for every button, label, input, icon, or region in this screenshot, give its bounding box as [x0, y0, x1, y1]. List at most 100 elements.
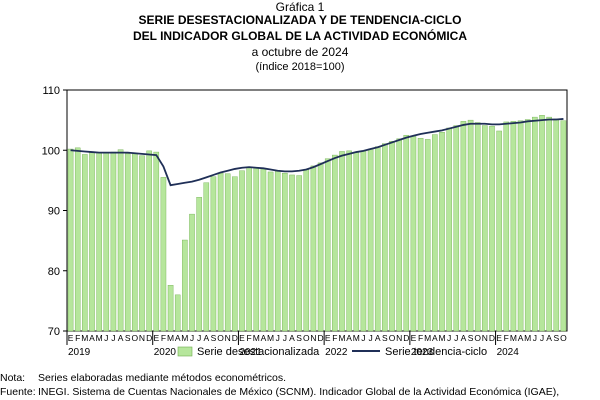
note-label: Nota:	[0, 372, 26, 384]
bar	[317, 162, 324, 332]
x-month-label: O	[474, 333, 481, 343]
source-text: INEGI. Sistema de Cuentas Nacionales de …	[38, 386, 560, 398]
x-month-label: D	[489, 333, 495, 343]
footer-source: Fuente: INEGI. Sistema de Cuentas Naciona…	[0, 386, 559, 398]
bar	[539, 115, 545, 332]
bar	[274, 171, 281, 332]
bar	[196, 197, 202, 332]
bar	[260, 168, 267, 332]
x-month-label: S	[211, 333, 217, 343]
bar	[174, 294, 181, 332]
x-month-label: J	[454, 333, 458, 343]
x-month-label: N	[139, 333, 145, 343]
x-month-label: J	[197, 333, 201, 343]
x-month-label: D	[403, 333, 409, 343]
bar	[82, 154, 88, 332]
bar	[203, 182, 210, 332]
bar	[374, 146, 381, 332]
bar	[503, 121, 510, 332]
bar	[67, 148, 74, 332]
x-year-label: 2019	[68, 347, 91, 358]
note-text: Series elaboradas mediante métodos econo…	[38, 372, 287, 384]
figure-label: Gráfica 1	[275, 0, 325, 14]
chart-title-line1: SERIE DESESTACIONALIZADA Y DE TENDENCIA-…	[138, 13, 462, 27]
x-month-label: M	[524, 333, 531, 343]
bar	[446, 127, 452, 332]
bar	[332, 154, 338, 332]
bar	[396, 138, 402, 332]
bar	[367, 148, 374, 332]
y-tick-label: 90	[48, 206, 60, 218]
x-month-label: S	[553, 333, 559, 343]
bar	[389, 141, 395, 332]
x-month-label: A	[461, 333, 467, 343]
bar	[217, 172, 224, 332]
x-month-label: M	[438, 333, 445, 343]
bar	[324, 158, 331, 332]
x-month-label: A	[261, 333, 267, 343]
bar	[267, 171, 274, 332]
legend-label-line: Serie tendencia-ciclo	[385, 346, 487, 358]
x-month-label: J	[533, 333, 537, 343]
bar	[110, 151, 117, 332]
y-tick-label: 110	[42, 85, 60, 97]
bar	[224, 173, 231, 332]
x-month-label: E	[325, 333, 331, 343]
bar	[496, 130, 502, 332]
x-year-label: 2023	[411, 347, 434, 358]
bar	[89, 152, 95, 332]
y-tick-label: 80	[48, 266, 60, 278]
bar	[153, 151, 160, 332]
x-month-label: N	[396, 333, 402, 343]
x-month-label: A	[175, 333, 181, 343]
x-year-label: 2020	[154, 347, 177, 358]
bar	[132, 153, 138, 332]
x-month-label: F	[332, 333, 337, 343]
x-month-label: J	[368, 333, 372, 343]
x-month-label: D	[318, 333, 324, 343]
x-month-label: N	[482, 333, 488, 343]
bar	[524, 119, 531, 332]
x-month-label: F	[161, 333, 166, 343]
y-tick-label: 70	[48, 326, 60, 338]
bar	[232, 176, 238, 332]
footer-note: Nota: Series elaboradas mediante métodos …	[0, 372, 286, 384]
bar	[289, 174, 295, 332]
x-month-label: J	[361, 333, 365, 343]
bar	[210, 176, 217, 332]
chart-unit-note: (índice 2018=100)	[255, 61, 345, 73]
x-month-label: M	[167, 333, 174, 343]
bar	[353, 151, 360, 332]
x-month-label: E	[239, 333, 245, 343]
bar	[532, 116, 538, 332]
x-month-label: M	[510, 333, 517, 343]
bar	[360, 150, 367, 332]
bar	[146, 150, 152, 332]
x-month-label: M	[81, 333, 88, 343]
y-tick-label: 100	[42, 145, 60, 157]
x-month-label: J	[276, 333, 280, 343]
bar	[510, 121, 517, 332]
x-month-label: S	[468, 333, 474, 343]
bar	[346, 150, 352, 332]
x-month-label: J	[104, 333, 108, 343]
x-month-label: N	[225, 333, 231, 343]
x-month-label: A	[118, 333, 124, 343]
bar	[474, 122, 481, 332]
bar	[117, 149, 124, 332]
bar	[74, 147, 81, 332]
x-month-label: A	[518, 333, 524, 343]
bar	[410, 136, 417, 332]
x-month-label: D	[232, 333, 238, 343]
x-month-label: E	[153, 333, 159, 343]
x-month-label: D	[146, 333, 152, 343]
x-month-label: M	[181, 333, 188, 343]
bar	[182, 239, 188, 332]
x-month-label: S	[296, 333, 302, 343]
x-month-label: S	[125, 333, 131, 343]
x-month-label: E	[68, 333, 74, 343]
bar	[424, 139, 431, 332]
bar	[417, 137, 424, 332]
x-month-label: J	[190, 333, 194, 343]
bar	[167, 285, 174, 332]
